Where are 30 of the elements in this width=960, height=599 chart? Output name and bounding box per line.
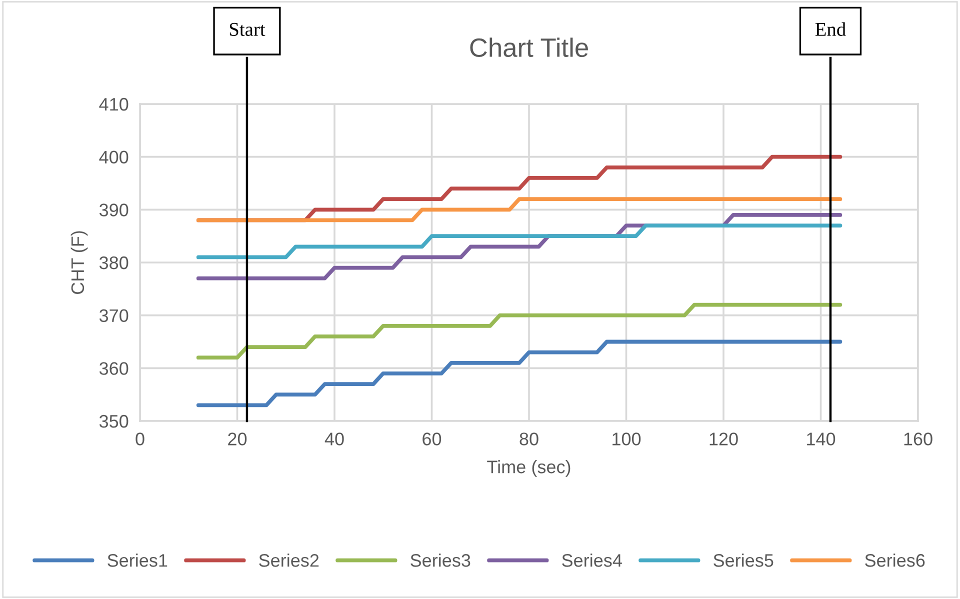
legend-label: Series4 xyxy=(562,554,622,567)
x-tick-label: 160 xyxy=(904,432,932,446)
x-tick-label: 0 xyxy=(136,432,144,446)
ref-line-label: End xyxy=(815,22,846,36)
y-tick-label: 410 xyxy=(99,98,128,111)
legend-label: Series2 xyxy=(259,554,319,567)
y-axis-title: CHT (F) xyxy=(70,231,88,294)
x-tick-label: 40 xyxy=(324,432,344,446)
ref-line-label: Start xyxy=(230,22,266,36)
x-tick-label: 100 xyxy=(612,432,641,446)
y-tick-label: 370 xyxy=(99,309,128,322)
x-tick-label: 80 xyxy=(520,432,538,446)
y-tick-label: 350 xyxy=(99,414,128,428)
x-tick-label: 20 xyxy=(228,432,247,446)
x-tick-label: 140 xyxy=(807,432,836,446)
chart-title: Chart Title xyxy=(470,38,588,58)
x-tick-label: 60 xyxy=(422,432,442,446)
y-tick-label: 380 xyxy=(99,256,128,270)
line-series xyxy=(196,302,842,360)
y-tick-label: 390 xyxy=(99,204,128,216)
legend-label: Series3 xyxy=(410,554,470,567)
legend-label: Series6 xyxy=(865,554,925,567)
line-series xyxy=(196,224,842,260)
x-axis-title: Time (sec) xyxy=(487,460,570,477)
x-tick-label: 120 xyxy=(710,432,738,446)
legend-label: Series5 xyxy=(714,554,774,567)
line-series xyxy=(196,340,842,408)
y-tick-label: 400 xyxy=(99,150,128,164)
y-tick-label: 360 xyxy=(99,362,128,375)
legend-label: Series1 xyxy=(108,554,168,567)
